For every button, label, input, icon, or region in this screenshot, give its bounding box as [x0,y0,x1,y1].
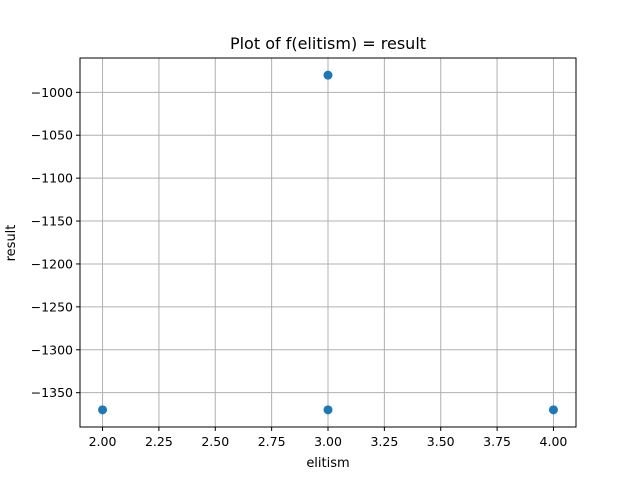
y-tick-label: −1200 [31,256,73,271]
data-point [548,405,558,415]
x-tick-label: 2.50 [201,434,229,449]
grid-layer [80,58,576,427]
y-axis-label: result [4,225,19,262]
x-tick-label: 3.25 [370,434,398,449]
y-tick-label: −1100 [31,171,73,186]
chart-title: Plot of f(elitism) = result [230,34,426,53]
y-tick-label: −1300 [31,342,73,357]
y-tick-label: −1350 [31,385,73,400]
x-tick-label: 2.75 [258,434,286,449]
data-point [98,405,108,415]
x-tick-label: 3.50 [427,434,455,449]
x-tick-label: 3.75 [483,434,511,449]
y-tick-label: −1250 [31,299,73,314]
y-tick-label: −1050 [31,128,73,143]
x-tick-label: 2.00 [89,434,117,449]
data-point [323,405,333,415]
x-tick-label: 3.00 [314,434,342,449]
x-axis-ticks: 2.00 2.25 2.50 2.75 3.00 3.25 3.50 3.75 4.00 [89,427,568,449]
y-tick-label: −1150 [31,214,73,229]
x-tick-label: 2.25 [145,434,173,449]
x-axis-label: elitism [306,456,349,471]
x-tick-label: 4.00 [540,434,568,449]
data-point [323,70,333,80]
y-axis-ticks: −1000 −1050 −1100 −1150 −1200 −1250 −1300 −1350 [31,85,80,400]
y-tick-label: −1000 [31,85,73,100]
data-points [98,70,558,415]
